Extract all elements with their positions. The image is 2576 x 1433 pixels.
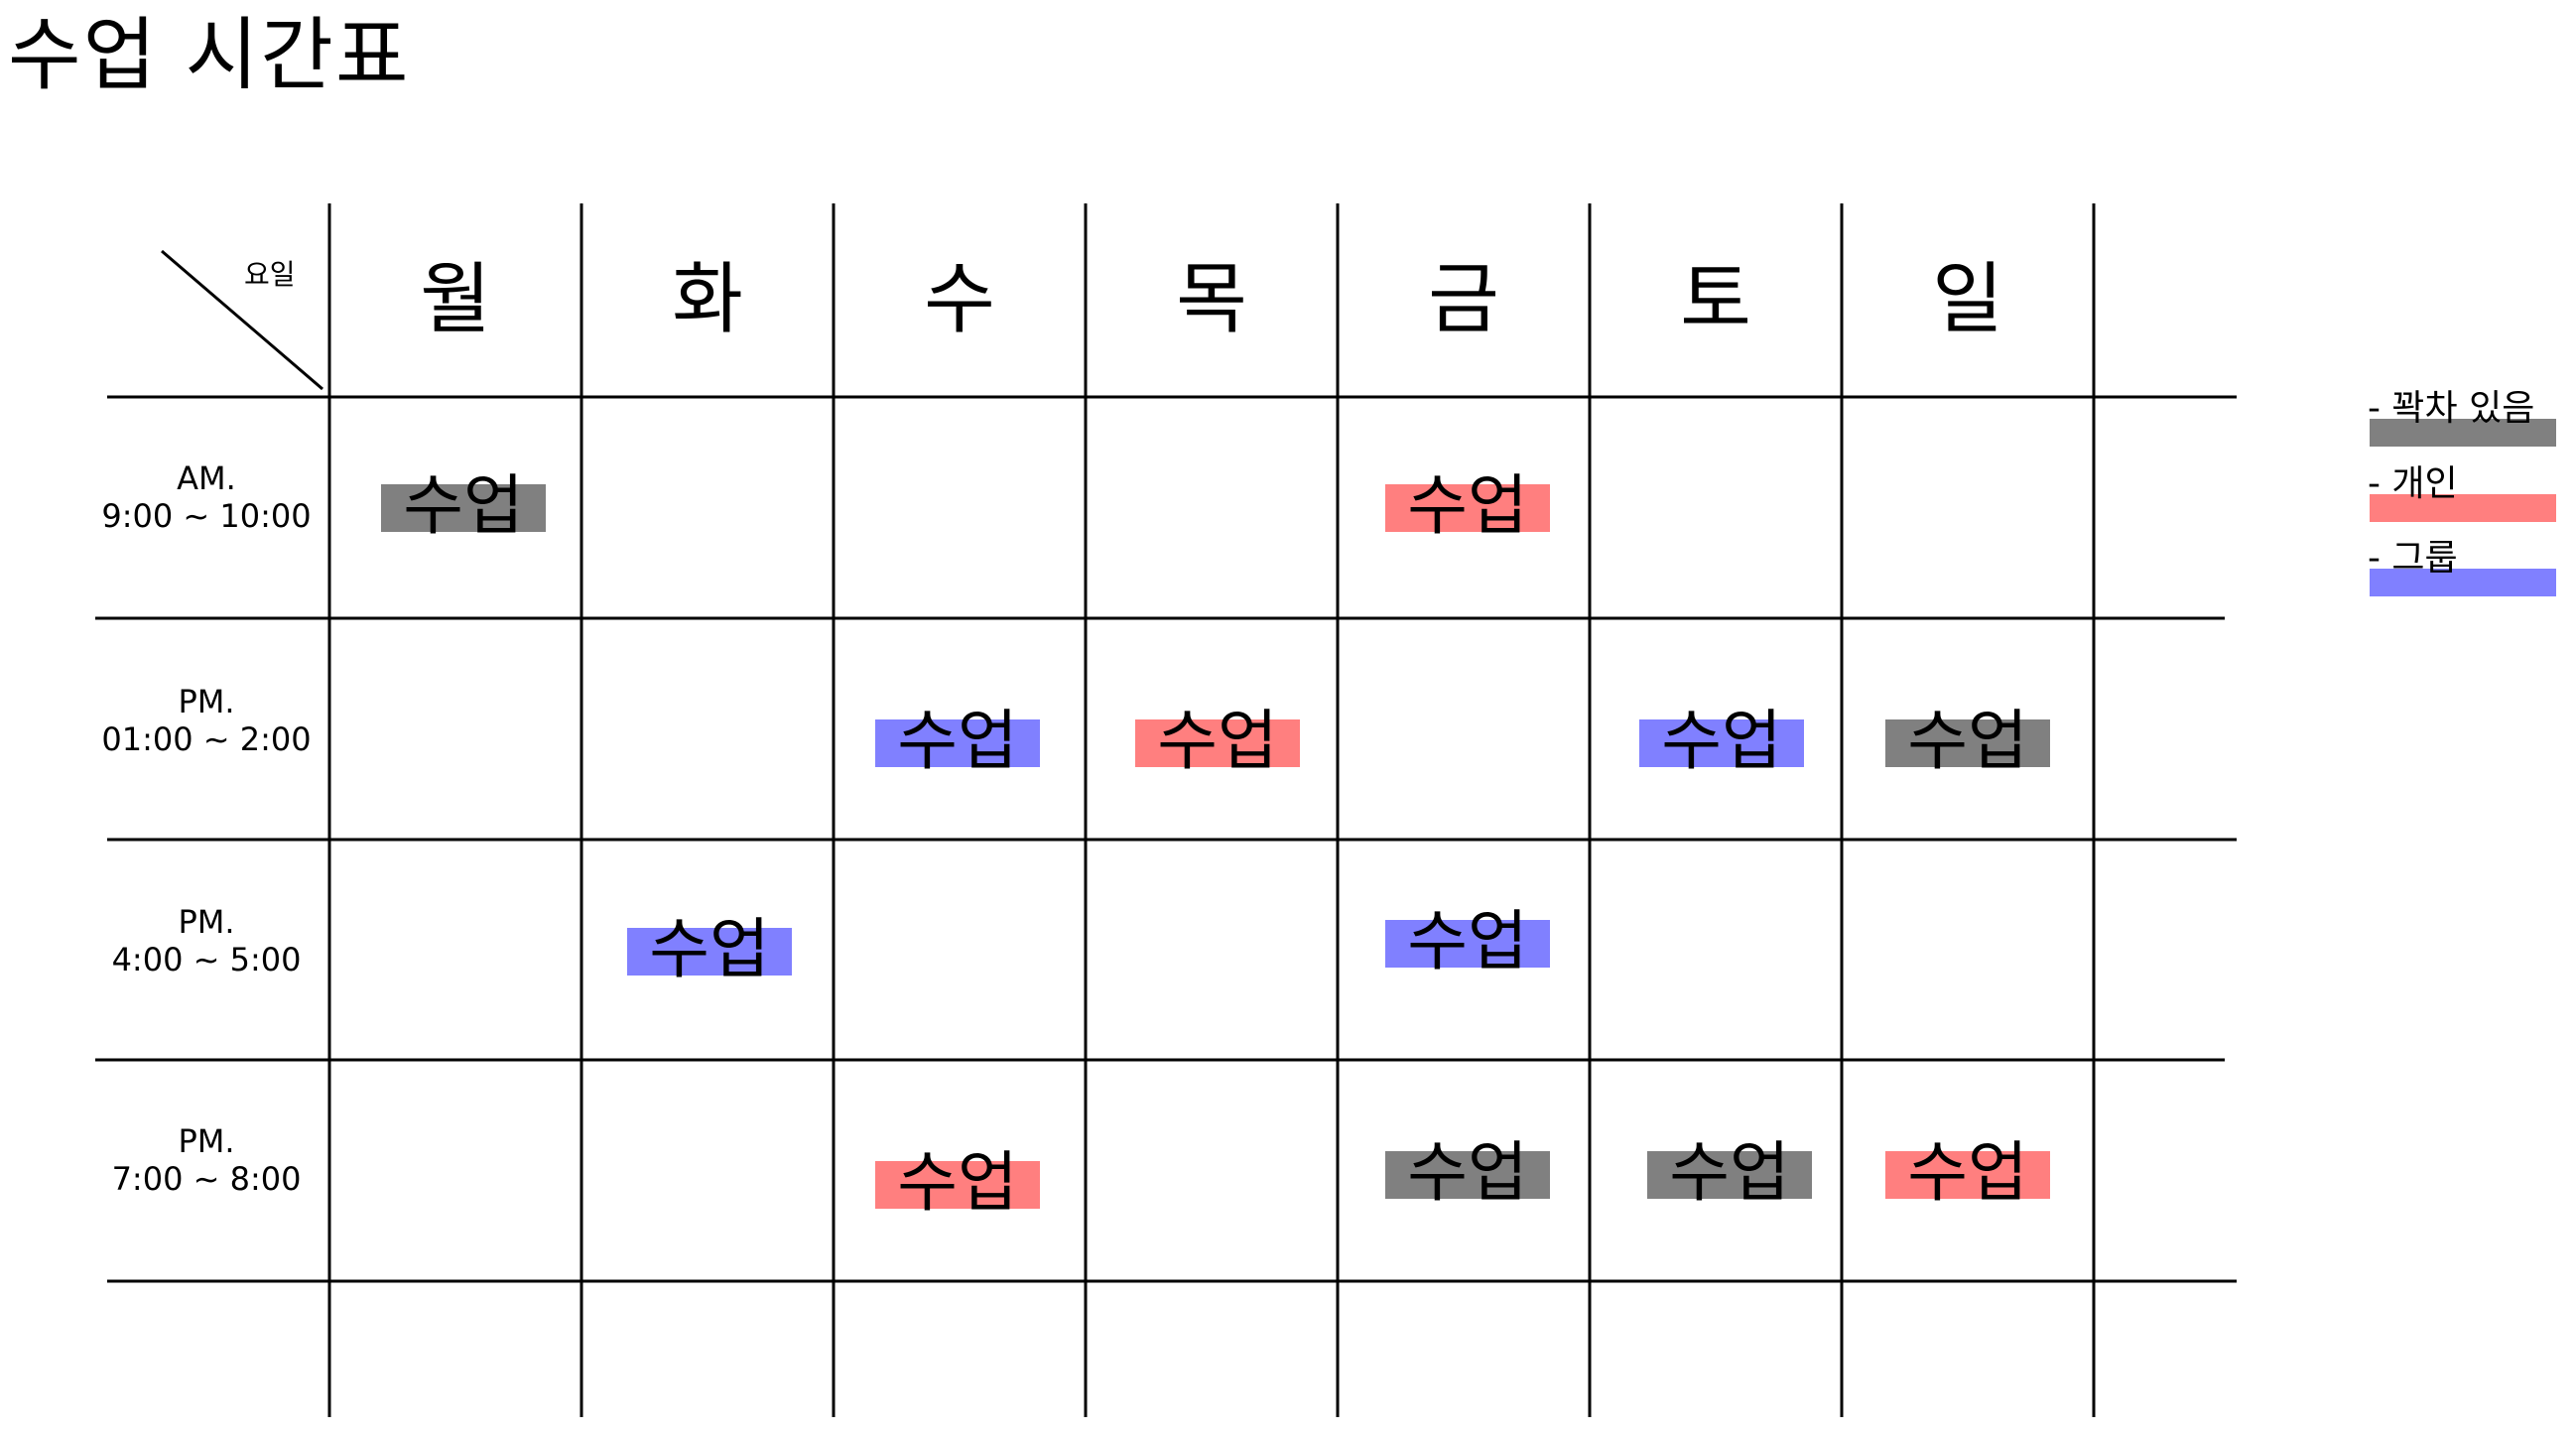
page-title: 수업 시간표 [8,9,411,101]
day-header-mon: 월 [420,255,491,344]
class-block-fill [1885,719,2050,767]
class-block-label: 수업 [649,911,770,987]
class-block-fill [1639,719,1804,767]
legend-label: - 개인 [2368,463,2458,504]
legend-swatch [2370,569,2556,596]
legend-item-personal: - 개인 [2368,464,2556,524]
class-block-fill [627,928,792,976]
time-slot-4: PM. 7:00 ~ 8:00 [99,1122,314,1198]
class-block-label: 수업 [1907,703,2028,779]
day-header-fri: 금 [1428,255,1499,344]
class-block[interactable]: 수업 [875,1144,1040,1221]
class-block-label: 수업 [1407,1134,1528,1211]
class-block[interactable]: 수업 [1385,903,1550,979]
class-block[interactable]: 수업 [381,467,546,544]
legend-label: - 그룹 [2368,538,2458,579]
time-slot-range: 01:00 ~ 2:00 [101,720,312,758]
class-block-fill [1385,1151,1550,1199]
legend-swatch [2370,419,2556,447]
day-header-wed: 수 [924,255,995,344]
time-slot-period: PM. [178,683,235,720]
time-slot-2: PM. 01:00 ~ 2:00 [99,683,314,758]
day-header-thu: 목 [1176,255,1247,344]
legend-item-full: - 꽉차 있음 [2368,389,2556,449]
class-block[interactable]: 수업 [1885,703,2050,779]
class-block[interactable]: 수업 [875,703,1040,779]
corner-label: 요일 [244,258,296,291]
day-header-tue: 화 [672,255,743,344]
time-slot-3: PM. 4:00 ~ 5:00 [99,903,314,978]
day-header-sun: 일 [1932,255,2003,344]
time-slot-period: PM. [178,903,235,941]
legend-swatch [2370,494,2556,522]
corner-diagonal [161,249,323,391]
class-block[interactable]: 수업 [1885,1134,2050,1211]
class-block-label: 수업 [897,703,1018,779]
time-slot-range: 4:00 ~ 5:00 [111,941,302,978]
time-slot-range: 9:00 ~ 10:00 [101,497,312,535]
class-block-label: 수업 [1407,467,1528,544]
class-block-label: 수업 [1669,1134,1790,1211]
class-block[interactable]: 수업 [1639,703,1804,779]
class-block-fill [1385,484,1550,532]
class-block-label: 수업 [1157,703,1278,779]
class-block[interactable]: 수업 [1135,703,1300,779]
legend-item-group: - 그룹 [2368,539,2556,598]
class-block-label: 수업 [1407,903,1528,979]
class-block[interactable]: 수업 [1385,1134,1550,1211]
day-header-sat: 토 [1680,255,1751,344]
class-block[interactable]: 수업 [1385,467,1550,544]
legend-label: - 꽉차 있음 [2368,388,2535,429]
class-block-label: 수업 [1661,703,1782,779]
class-block-fill [1885,1151,2050,1199]
time-slot-1: AM. 9:00 ~ 10:00 [99,459,314,535]
class-block-label: 수업 [897,1144,1018,1221]
class-block-label: 수업 [1907,1134,2028,1211]
class-block-fill [1647,1151,1812,1199]
class-block-fill [875,719,1040,767]
class-block-fill [875,1161,1040,1209]
class-block[interactable]: 수업 [627,911,792,987]
time-slot-period: PM. [178,1122,235,1160]
time-slot-range: 7:00 ~ 8:00 [111,1160,302,1198]
class-block-fill [1135,719,1300,767]
class-block-label: 수업 [403,467,524,544]
class-block[interactable]: 수업 [1647,1134,1812,1211]
time-slot-period: AM. [177,459,236,497]
class-block-fill [381,484,546,532]
class-block-fill [1385,920,1550,968]
